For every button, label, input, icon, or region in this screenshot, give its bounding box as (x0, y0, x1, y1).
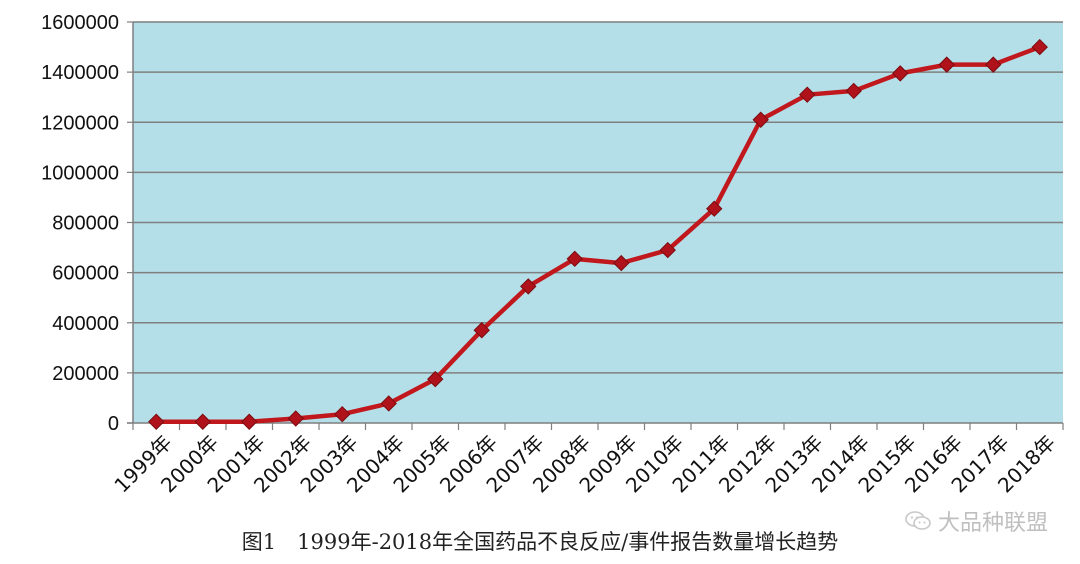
data-point (427, 370, 444, 388)
figure-caption: 图1 1999年-2018年全国药品不良反应/事件报告数量增长趋势 (0, 526, 1080, 556)
data-point (566, 250, 583, 268)
data-point (380, 395, 397, 412)
data-point (1031, 38, 1048, 56)
data-point (613, 254, 630, 272)
data-point (334, 406, 351, 423)
y-tick-labels: 0 200000 400000 600000 800000 1000000 1200000 1… (41, 12, 119, 435)
caption-text: 1999年-2018年全国药品不良反应/事件报告数量增长趋势 (297, 530, 839, 554)
y-tick-label: 1000000 (41, 162, 119, 184)
data-point (845, 82, 862, 100)
y-tick-label: 1400000 (41, 62, 119, 84)
y-tick-label: 1600000 (41, 12, 119, 34)
y-tick-label: 1200000 (41, 112, 119, 134)
data-point (752, 111, 769, 128)
series (148, 38, 1048, 430)
data-point (938, 56, 955, 73)
data-point (148, 413, 165, 430)
axes (127, 21, 1064, 430)
caption-label: 图1 (241, 530, 277, 554)
y-tick-label: 600000 (52, 263, 119, 285)
watermark: 大品种联盟 (904, 505, 1048, 537)
data-point (659, 241, 676, 259)
series-line (154, 44, 1042, 424)
data-point (287, 410, 304, 427)
data-point (241, 413, 258, 430)
data-point (520, 278, 537, 295)
y-tick-label: 200000 (52, 363, 119, 385)
y-tick-label: 0 (108, 413, 119, 435)
data-point (892, 65, 909, 82)
wechat-icon (905, 511, 931, 530)
data-point (985, 56, 1002, 73)
data-point (473, 322, 490, 339)
y-tick-label: 400000 (52, 313, 119, 335)
y-tick-label: 800000 (52, 213, 119, 235)
data-point (799, 86, 816, 103)
watermark-text: 大品种联盟 (937, 511, 1048, 536)
data-point (706, 200, 723, 217)
x-tick-labels: 1999年2000年2001年2002年2003年2004年2005年2006年… (109, 430, 1060, 497)
data-point (194, 413, 211, 430)
